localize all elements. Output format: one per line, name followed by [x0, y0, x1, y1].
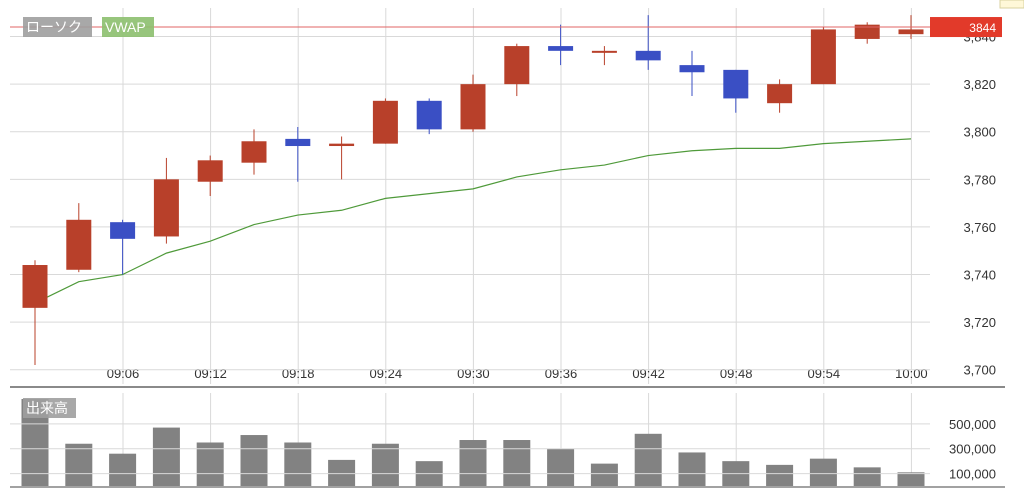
candle-body — [504, 46, 530, 85]
candle — [810, 27, 836, 85]
price-tag-bg — [930, 17, 1002, 38]
candle — [723, 69, 749, 113]
candle — [153, 157, 179, 244]
candle-body — [329, 143, 355, 147]
candle-body — [241, 141, 267, 163]
x-tick-label: 10:00 — [895, 366, 928, 381]
candle — [329, 136, 355, 180]
candle-body — [591, 50, 617, 53]
candle-body — [110, 222, 136, 239]
volume-y-tick-label: 100,000 — [949, 467, 996, 482]
volume-bar — [897, 472, 925, 486]
x-tick-label: 09:18 — [282, 366, 315, 381]
candles — [22, 15, 924, 365]
corner-tab — [999, 0, 1024, 9]
x-tick-label: 09:54 — [808, 366, 841, 381]
candle-body — [372, 100, 398, 144]
candle-body — [22, 265, 48, 308]
volume-bar — [371, 443, 399, 486]
candle — [679, 50, 705, 97]
x-tick-label: 09:36 — [545, 366, 578, 381]
candle — [416, 98, 442, 135]
candle — [22, 260, 48, 365]
volume-bar — [459, 440, 487, 486]
candle-body — [548, 46, 574, 51]
candle — [197, 155, 223, 196]
volume-bar — [284, 442, 312, 486]
x-tick-label: 09:30 — [457, 366, 490, 381]
candle — [110, 219, 136, 275]
volume-bar — [678, 452, 706, 486]
price-grid: 09:06 09:12 09:18 09:24 09:30 09:36 09:42 09:48… — [10, 8, 996, 486]
y-tick-label: 3,820 — [963, 77, 996, 92]
candle-body — [898, 29, 924, 35]
volume-bar — [634, 433, 662, 486]
volume-y-tick-label: 500,000 — [949, 417, 996, 432]
candle-body — [66, 219, 92, 270]
candle — [854, 22, 880, 44]
candle-body — [416, 100, 442, 130]
candle — [591, 46, 617, 66]
volume-bar — [196, 442, 224, 486]
volume-bar — [853, 467, 881, 486]
candle — [767, 79, 793, 113]
candle-body — [679, 65, 705, 73]
candle-body — [854, 24, 880, 39]
candle — [66, 203, 92, 273]
candle — [635, 15, 661, 70]
legend-candle-label: ローソク — [26, 19, 82, 35]
x-tick-label: 09:24 — [370, 366, 403, 381]
legend-volume-bg — [23, 398, 76, 418]
x-tick-label: 09:42 — [632, 366, 665, 381]
candle-body — [285, 138, 311, 147]
y-tick-label: 3,700 — [963, 363, 996, 378]
candle-body — [723, 69, 749, 99]
volume-bar — [240, 435, 268, 486]
volume-bar — [109, 453, 137, 486]
candle-body — [635, 50, 661, 61]
x-tick-label: 09:12 — [194, 366, 227, 381]
candle — [241, 129, 267, 175]
volume-bar — [547, 448, 575, 486]
legend-vwap-bg — [102, 17, 154, 37]
candle — [460, 74, 486, 132]
y-tick-label: 3,740 — [963, 268, 996, 283]
candle — [285, 126, 311, 182]
candle-body — [153, 179, 179, 237]
candle — [504, 43, 530, 97]
x-tick-label: 09:48 — [720, 366, 753, 381]
volume-bars: 100,000 300,000 500,000 — [10, 399, 996, 486]
price-tag-label: 3844 — [969, 21, 996, 35]
volume-bar — [766, 464, 794, 486]
y-tick-label: 3,760 — [963, 220, 996, 235]
y-tick-label: 3,800 — [963, 125, 996, 140]
volume-bar — [152, 427, 180, 486]
x-tick-label: 09:06 — [107, 366, 140, 381]
candle — [372, 98, 398, 144]
y-tick-label: 3,720 — [963, 315, 996, 330]
candle-body — [197, 160, 223, 182]
y-tick-label: 3,780 — [963, 172, 996, 187]
legend-volume-label: 出来高 — [26, 400, 68, 416]
candle-body — [460, 84, 486, 130]
volume-y-tick-label: 300,000 — [949, 442, 996, 457]
volume-bar — [328, 459, 356, 486]
legend-vwap-label: VWAP — [105, 19, 146, 35]
candle — [548, 24, 574, 66]
legend-candle-bg — [23, 17, 92, 37]
candle-body — [767, 84, 793, 104]
volume-bar — [65, 443, 93, 486]
volume-bar — [809, 458, 837, 486]
volume-bar — [503, 440, 531, 486]
volume-bar — [590, 463, 618, 486]
candle-body — [810, 29, 836, 85]
vwap-line — [34, 138, 912, 304]
